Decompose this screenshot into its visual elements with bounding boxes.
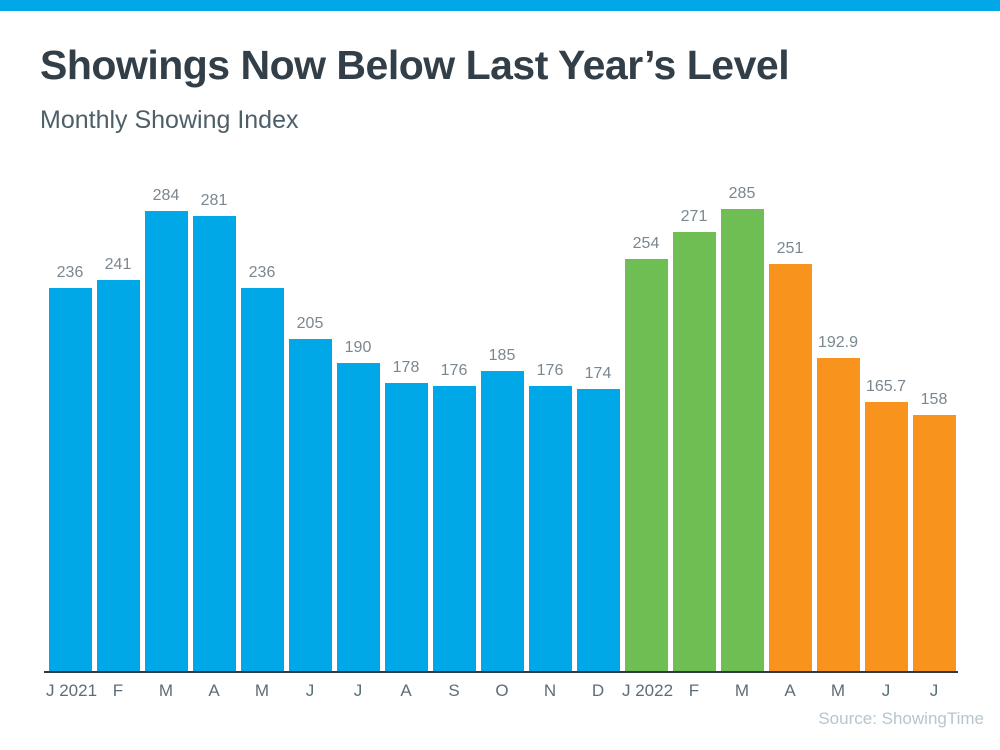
x-axis-label: A <box>400 681 412 700</box>
bar-slot: 271 <box>670 208 718 671</box>
source-attribution: Source: ShowingTime <box>818 709 984 728</box>
bar <box>672 231 716 671</box>
bar-slot: 190 <box>334 339 382 671</box>
bar <box>288 338 332 671</box>
page-title: Showings Now Below Last Year’s Level <box>40 42 790 88</box>
bar-value-label: 185 <box>488 347 516 365</box>
bar-slot: 281 <box>190 191 238 671</box>
bar-slot: 185 <box>478 347 526 671</box>
bar <box>624 259 668 671</box>
bar-value-label: 178 <box>392 358 420 376</box>
x-axis-label: N <box>543 681 557 700</box>
x-axis-labels-row: J 2021 F M A M J J A S O N D J 2022 F M A M J J <box>46 681 958 701</box>
bar-value-label: 205 <box>296 314 324 332</box>
bar-value-label: 176 <box>536 361 564 379</box>
bar-chart-plot-area: 236 241 284 281 236 205 190 178 176 185 176 174 254 2… <box>46 160 958 671</box>
bar-value-label: 190 <box>344 339 372 356</box>
x-axis-label: M <box>158 681 174 700</box>
bar-slot: 176 <box>526 362 574 671</box>
x-axis-label: A <box>208 681 220 700</box>
x-axis-label: J 2022 <box>622 681 674 700</box>
bar-slot: 236 <box>46 264 94 671</box>
bar <box>528 385 572 671</box>
bar-value-label: 285 <box>728 185 756 202</box>
bar-slot: 285 <box>718 185 766 671</box>
bar-value-label: 241 <box>104 256 132 274</box>
bar-value-label: 176 <box>440 361 468 379</box>
bar-value-label: 251 <box>776 240 804 258</box>
bar-slot: 205 <box>286 315 334 671</box>
bar-value-label: 236 <box>56 264 84 282</box>
bar <box>912 414 956 671</box>
bar <box>720 209 764 671</box>
bar-slot: 254 <box>622 235 670 671</box>
bar <box>96 280 140 671</box>
bar-slot: 165.7 <box>862 378 910 671</box>
bar-value-label: 174 <box>584 364 612 382</box>
top-accent-strip <box>0 0 1000 11</box>
x-axis-label: O <box>495 681 509 700</box>
x-axis-label: M <box>254 681 270 700</box>
x-axis-label: A <box>784 681 796 700</box>
x-axis-label: F <box>688 681 700 700</box>
bar-value-label: 281 <box>200 191 228 209</box>
x-axis-label: M <box>734 681 750 700</box>
bar-slot: 192.9 <box>814 334 862 671</box>
bar-slot: 176 <box>430 362 478 671</box>
bar-value-label: 158 <box>920 390 948 408</box>
bar-slot: 284 <box>142 187 190 671</box>
x-axis-label: J <box>353 681 363 700</box>
bar <box>192 215 236 671</box>
bar <box>432 385 476 671</box>
bar <box>480 371 524 671</box>
bar <box>768 264 812 671</box>
bar <box>240 288 284 671</box>
bar-value-label: 254 <box>632 235 660 253</box>
x-axis-label: F <box>112 681 124 700</box>
bar <box>384 382 428 671</box>
bar <box>144 210 188 671</box>
bar <box>48 288 92 671</box>
bar <box>576 388 620 671</box>
bar-slot: 158 <box>910 391 958 671</box>
bar-slot: 236 <box>238 264 286 671</box>
chart-subtitle: Monthly Showing Index <box>40 106 299 134</box>
x-axis-label: S <box>448 681 460 700</box>
bar-slot: 241 <box>94 256 142 671</box>
bar-slot: 251 <box>766 240 814 671</box>
bar-value-label: 284 <box>152 186 180 204</box>
x-axis-label: J <box>881 681 891 700</box>
bar-value-label: 165.7 <box>865 378 907 396</box>
bar <box>336 363 380 671</box>
bar-value-label: 192.9 <box>817 334 859 352</box>
x-axis-label: J 2021 <box>46 681 98 700</box>
bar <box>864 402 908 671</box>
bar-value-label: 236 <box>248 264 276 282</box>
bar-value-label: 271 <box>680 207 708 225</box>
x-axis-label: D <box>591 681 605 700</box>
x-axis-label: J <box>929 681 939 700</box>
bar-slot: 174 <box>574 365 622 671</box>
x-axis-label: J <box>305 681 315 700</box>
x-axis-label: M <box>830 681 846 700</box>
bar-slot: 178 <box>382 358 430 671</box>
bar <box>816 358 860 671</box>
x-axis-line <box>44 671 958 673</box>
